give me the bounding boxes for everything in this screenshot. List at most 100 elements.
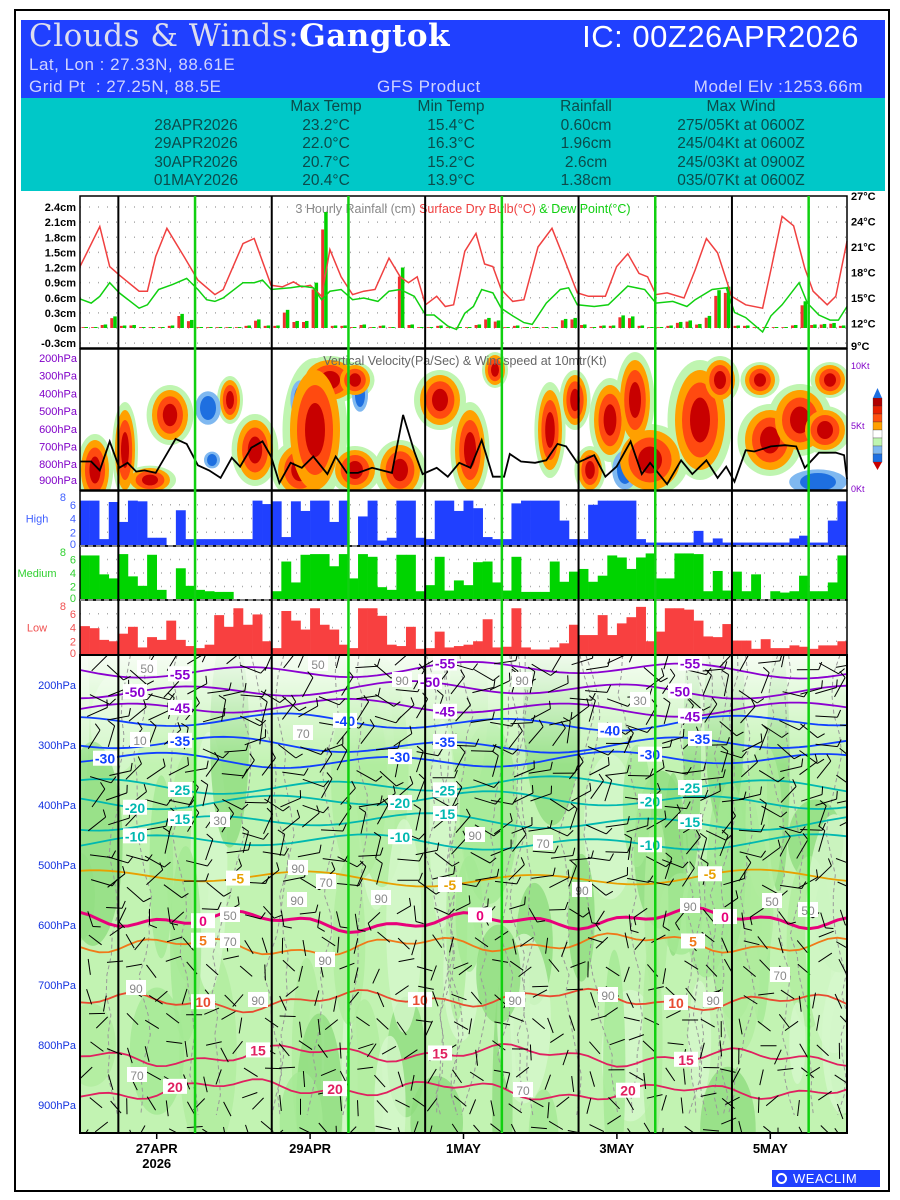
cloud-bar (837, 641, 848, 655)
wind-barb (489, 680, 511, 691)
cloud-bar (549, 647, 560, 655)
cloud-bar (271, 501, 282, 546)
wind-barb (587, 907, 593, 924)
wind-barb-feather (410, 697, 415, 705)
rain-panel-frame (79, 195, 848, 349)
wind-barb (322, 858, 345, 862)
wind-barb (356, 701, 370, 721)
isotherm-label-bg (678, 814, 702, 830)
rain-bar-red (445, 327, 449, 328)
temp-axis-tick: 15°C (851, 293, 876, 305)
cloud-axis-tick: 8 (60, 547, 66, 559)
wind-barb-feather (358, 878, 363, 886)
isotherm-label-bg (681, 933, 705, 949)
rain-bar (477, 324, 482, 328)
col-header-max-wind: Max Wind (706, 98, 776, 115)
wind-barb (299, 911, 316, 915)
wind-barb-feather (515, 655, 518, 661)
cloud-bar (108, 502, 119, 546)
rain-bar (218, 326, 223, 328)
wind-barb-feather (838, 668, 845, 675)
wind-barb (134, 937, 146, 951)
cloud-bar (185, 585, 196, 600)
wind-barb (518, 966, 532, 977)
wind-barb (145, 799, 167, 806)
wind-barb-feather (549, 819, 553, 829)
wind-barb-feather (511, 719, 517, 727)
wind-barb (148, 994, 163, 1005)
wind-barb (705, 830, 727, 841)
cloud-bar (147, 537, 157, 546)
wind-barb (680, 1097, 684, 1114)
wind-barb (605, 772, 628, 776)
cloud-bar (99, 574, 110, 600)
summary-cell-date: 28APR2026 (154, 116, 238, 134)
wind-barb (699, 1042, 705, 1059)
wind-barb (302, 804, 324, 814)
rain-bar (554, 326, 558, 328)
wind-barb-feather (793, 754, 802, 760)
cloud-bar (731, 640, 742, 655)
rain-bar-red (129, 325, 133, 328)
colorbar-swatch (872, 405, 883, 415)
wind-barb (685, 987, 696, 1001)
pressure-tick: 700hPa (38, 980, 77, 992)
cloud-bar (405, 554, 416, 600)
rain-bar-red (426, 327, 430, 328)
temp-axis-tick: 9°C (851, 341, 870, 353)
humidity-contour (825, 655, 847, 1116)
cloud-bar (568, 539, 579, 546)
wind-barb-feather (586, 698, 590, 707)
rh-label-bg (126, 980, 146, 995)
x-tick-label: 5MAY (753, 1141, 788, 1156)
vv-contour-rise-strong (603, 404, 617, 436)
rain-bar-red (733, 325, 737, 328)
isotherm-label-bg (433, 733, 457, 749)
wind-barb (470, 851, 491, 864)
cloud-bar (290, 620, 301, 655)
rh-label-bg (703, 992, 723, 1007)
wind-barb-feather (675, 922, 681, 931)
vv-pressure-tick: 800hPa (39, 459, 78, 471)
wind-barb-feather (316, 805, 320, 814)
cloud-bar (453, 580, 464, 600)
wind-barb (261, 757, 276, 776)
wind-barb-feather (418, 872, 423, 881)
wind-barb (126, 1012, 139, 1026)
windspeed-line (80, 414, 848, 486)
wind-barb-feather (595, 924, 601, 932)
isotherm-label: -15 (170, 811, 190, 827)
wind-barb-feather (777, 839, 781, 848)
wind-barb-feather (375, 858, 383, 864)
wind-barb (278, 1129, 284, 1133)
rain-bar-red (465, 327, 468, 328)
initial-condition: IC: 00Z26APR2026 (582, 19, 859, 54)
cloud-bar (127, 500, 138, 546)
vv-shading (80, 352, 847, 490)
wind-barb-feather (166, 798, 172, 806)
rain-bar-red (100, 325, 104, 328)
cloud-bar (108, 641, 119, 655)
cloud-bar (827, 520, 838, 546)
rain-bar (832, 322, 836, 328)
wind-barb-feather (475, 738, 480, 747)
windspeed-tick: 10Kt (851, 361, 870, 371)
wind-barb (89, 1097, 103, 1109)
cloud-bar (156, 639, 167, 655)
rain-bar-red (158, 327, 162, 328)
rain-bar-red (369, 327, 373, 328)
wind-barb-feather (699, 832, 707, 839)
wind-barb-feather (756, 698, 765, 704)
wind-barb (417, 880, 437, 895)
isotherm-label: -30 (640, 747, 660, 763)
rain-bar-red (493, 321, 497, 328)
wind-barb-feather (448, 908, 455, 915)
wind-barb (356, 1016, 370, 1027)
wind-barb-feather (452, 861, 460, 867)
wind-barb-feather (295, 753, 303, 759)
wind-barb (704, 703, 718, 723)
rain-bar (151, 326, 156, 328)
col-header-max-temp: Max Temp (290, 98, 362, 115)
wind-barb (512, 833, 527, 852)
wind-barb-feather (263, 832, 269, 840)
